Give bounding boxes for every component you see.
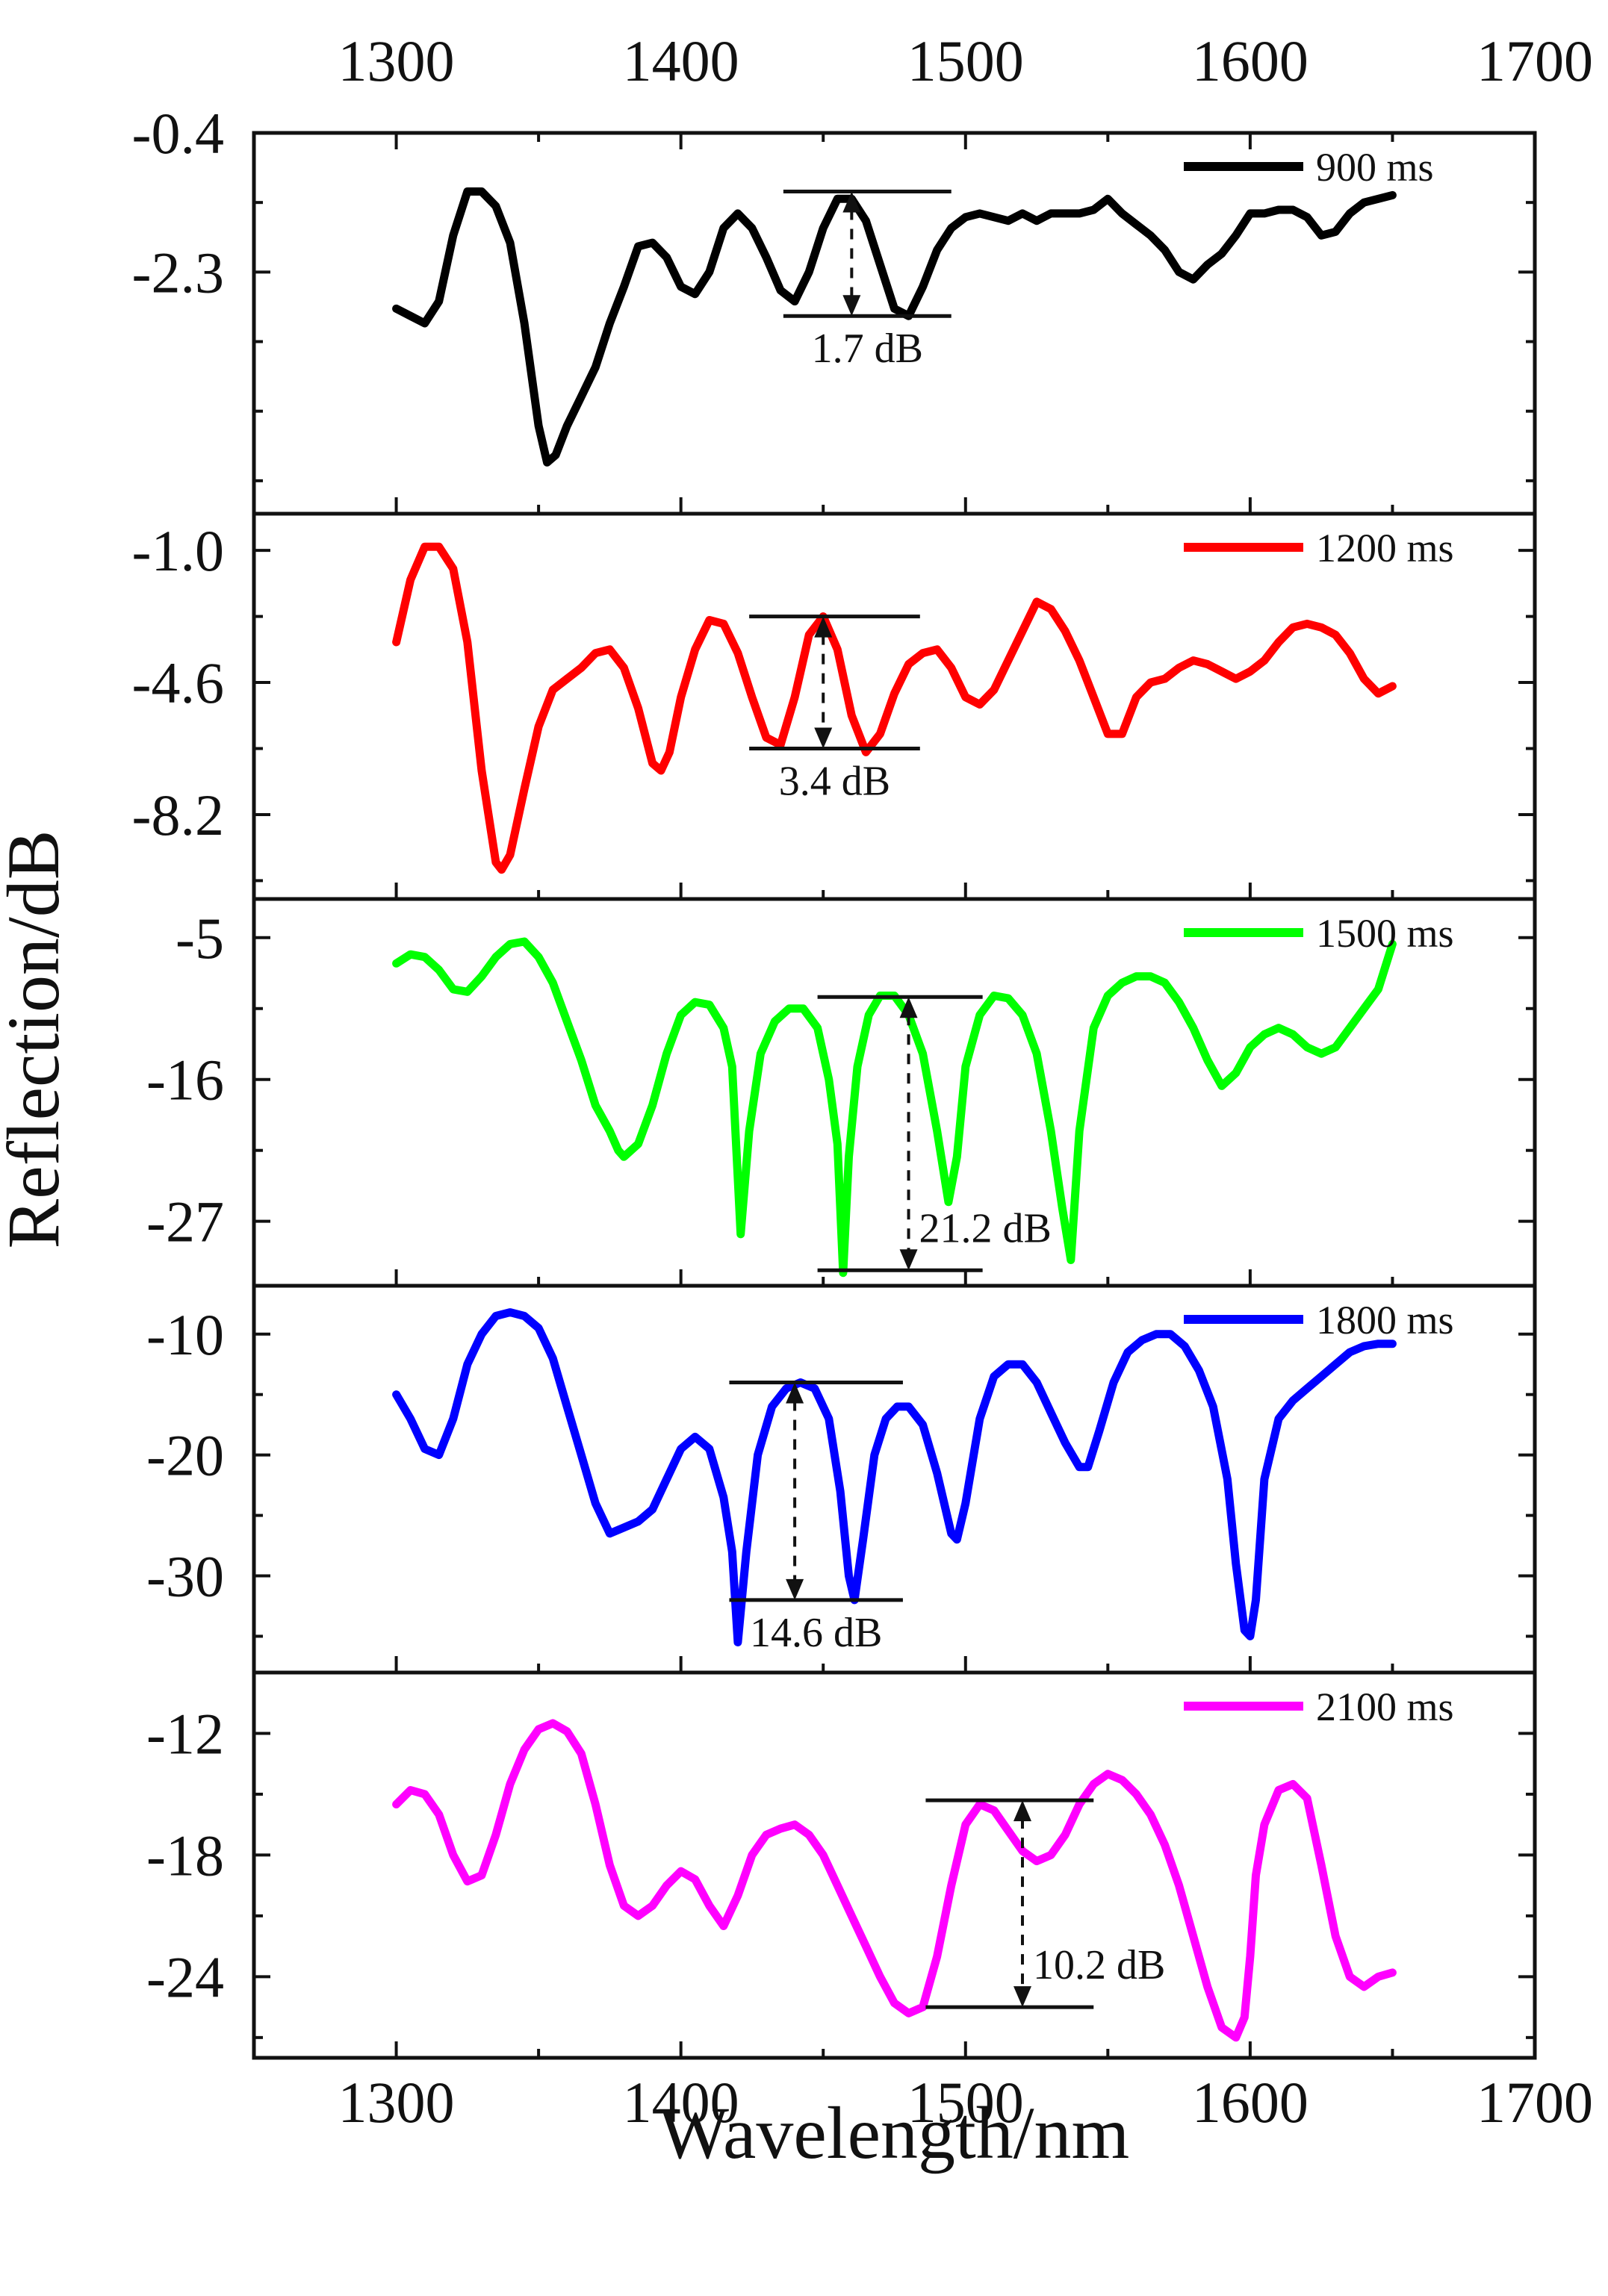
x-axis-title: Wavelength/nm bbox=[659, 2091, 1130, 2174]
y-tick-label: -27 bbox=[146, 1189, 224, 1254]
panel-4: -10 -20 -30 1800 ms 14.6 dB bbox=[146, 1284, 1537, 1675]
annotation-arrow-down bbox=[814, 727, 833, 749]
x-tick-label-bottom: 1400 bbox=[623, 2070, 739, 2135]
legend-label: 1500 ms bbox=[1316, 911, 1454, 956]
x-tick-label-top: 1300 bbox=[338, 28, 455, 93]
x-tick-label-top: 1400 bbox=[623, 28, 739, 93]
x-tick-label-top: 1500 bbox=[907, 28, 1024, 93]
y-tick-label: -4.6 bbox=[132, 650, 224, 715]
y-tick-label: -0.4 bbox=[132, 101, 224, 166]
y-axis-title: Reflection/dB bbox=[0, 830, 75, 1249]
y-tick-label: -30 bbox=[146, 1544, 224, 1609]
panel-1: -0.4 -2.3 900 ms 1.7 dB bbox=[132, 101, 1537, 516]
panels: -0.4 -2.3 900 ms 1.7 dB -1.0 -4.6 -8.2 1200 ms 3… bbox=[132, 101, 1537, 2060]
legend-label: 2100 ms bbox=[1316, 1684, 1454, 1729]
legend-label: 1800 ms bbox=[1316, 1298, 1454, 1343]
y-tick-label: -10 bbox=[146, 1302, 224, 1367]
panel-frame bbox=[252, 511, 1537, 901]
x-tick-label-bottom: 1300 bbox=[338, 2070, 455, 2135]
series-trace bbox=[392, 1308, 1397, 1646]
y-tick-label: -20 bbox=[146, 1423, 224, 1488]
annotation-arrow-up bbox=[1013, 1800, 1031, 1822]
panel-frame bbox=[252, 1670, 1537, 2060]
annotation-arrow-up bbox=[786, 1382, 804, 1404]
annotation-arrow-down bbox=[1013, 1986, 1031, 2008]
annotation-label: 1.7 dB bbox=[812, 326, 923, 372]
series-trace bbox=[392, 937, 1397, 1278]
y-tick-label: -16 bbox=[146, 1048, 224, 1113]
x-axis-top: 1300 1400 1500 1600 1700 bbox=[252, 28, 1593, 149]
y-tick-label: -2.3 bbox=[132, 240, 224, 305]
y-tick-label: -24 bbox=[146, 1944, 224, 2009]
series-trace bbox=[392, 542, 1397, 874]
annotation-arrow-down bbox=[842, 295, 861, 317]
annotation-arrow-up bbox=[814, 616, 833, 638]
panel-5: -12 -18 -24 2100 ms 10.2 dB bbox=[146, 1670, 1537, 2060]
annotation-label: 3.4 dB bbox=[779, 759, 890, 805]
panel-frame bbox=[252, 1284, 1537, 1675]
panel-2: -1.0 -4.6 -8.2 1200 ms 3.4 dB bbox=[132, 511, 1537, 901]
annotation-arrow-up bbox=[842, 191, 861, 213]
x-tick-label-bottom: 1600 bbox=[1192, 2070, 1309, 2135]
annotation-arrow-down bbox=[786, 1578, 804, 1600]
y-tick-label: -5 bbox=[176, 906, 224, 971]
annotation-label: 21.2 dB bbox=[919, 1205, 1052, 1251]
x-axis-bottom: 1300 1400 1500 1600 1700 bbox=[338, 2070, 1593, 2135]
series-trace bbox=[392, 1719, 1397, 2042]
x-tick-label-top: 1700 bbox=[1477, 28, 1593, 93]
legend-label: 1200 ms bbox=[1316, 526, 1454, 570]
y-tick-label: -8.2 bbox=[132, 783, 224, 847]
y-tick-label: -18 bbox=[146, 1823, 224, 1888]
x-tick-label-bottom: 1700 bbox=[1477, 2070, 1593, 2135]
x-tick-label-bottom: 1500 bbox=[907, 2070, 1024, 2135]
annotation-arrow-down bbox=[899, 1249, 918, 1271]
x-tick-label-top: 1600 bbox=[1192, 28, 1309, 93]
panel-frame bbox=[252, 897, 1537, 1288]
y-tick-label: -12 bbox=[146, 1701, 224, 1766]
annotation-label: 14.6 dB bbox=[750, 1610, 882, 1656]
annotation-label: 10.2 dB bbox=[1033, 1942, 1165, 1988]
legend-label: 900 ms bbox=[1316, 145, 1434, 190]
y-tick-label: -1.0 bbox=[132, 518, 224, 583]
annotation-arrow-up bbox=[899, 997, 918, 1018]
series-trace bbox=[392, 187, 1397, 467]
panel-3: -5 -16 -27 1500 ms 21.2 dB bbox=[146, 897, 1537, 1288]
